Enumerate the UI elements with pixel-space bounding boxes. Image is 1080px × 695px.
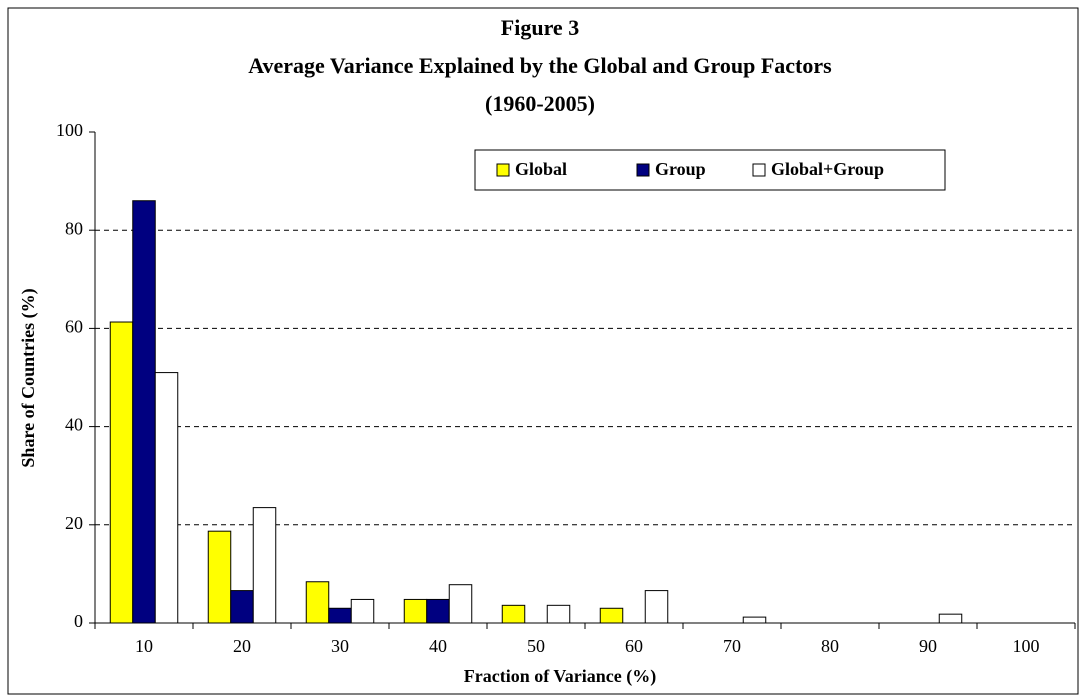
x-tick-label: 80: [821, 636, 839, 656]
bar: [501, 604, 526, 624]
x-tick-label: 50: [527, 636, 545, 656]
y-tick-label: 80: [65, 218, 83, 238]
bar: [599, 607, 624, 624]
legend-label: Global+Group: [771, 159, 884, 179]
x-tick-label: 100: [1013, 636, 1040, 656]
legend-swatch: [752, 163, 766, 177]
legend-label: Group: [655, 159, 706, 179]
bar: [448, 584, 473, 624]
bar: [207, 530, 232, 624]
bar: [644, 590, 669, 624]
x-tick-label: 90: [919, 636, 937, 656]
bar: [252, 507, 277, 624]
bar: [742, 616, 767, 624]
y-tick-label: 40: [65, 415, 83, 435]
y-axis-title: Share of Countries (%): [18, 288, 39, 467]
bar: [328, 607, 352, 624]
bar: [154, 372, 179, 624]
chart-frame: [7, 7, 1079, 695]
x-tick-label: 60: [625, 636, 643, 656]
bar: [938, 613, 963, 624]
legend-swatch: [636, 163, 650, 177]
y-tick-label: 0: [74, 611, 83, 631]
bar: [132, 200, 156, 624]
x-tick-label: 10: [135, 636, 153, 656]
x-tick-label: 70: [723, 636, 741, 656]
legend-label: Global: [515, 159, 567, 179]
chart-title: Figure 3: [501, 15, 579, 40]
y-tick-label: 100: [56, 120, 83, 140]
bar: [305, 581, 330, 624]
x-axis-title: Fraction of Variance (%): [464, 666, 656, 687]
bar: [426, 598, 450, 624]
bar: [109, 321, 134, 624]
bar: [350, 598, 375, 624]
chart-title: (1960-2005): [485, 91, 595, 116]
x-tick-label: 40: [429, 636, 447, 656]
x-tick-label: 30: [331, 636, 349, 656]
y-tick-label: 60: [65, 317, 83, 337]
bar: [546, 604, 571, 624]
bar: [230, 590, 254, 624]
legend-box: [474, 149, 946, 191]
x-tick-label: 20: [233, 636, 251, 656]
bar: [403, 598, 428, 624]
y-tick-label: 20: [65, 513, 83, 533]
legend-swatch: [496, 163, 510, 177]
chart-title: Average Variance Explained by the Global…: [248, 53, 832, 78]
